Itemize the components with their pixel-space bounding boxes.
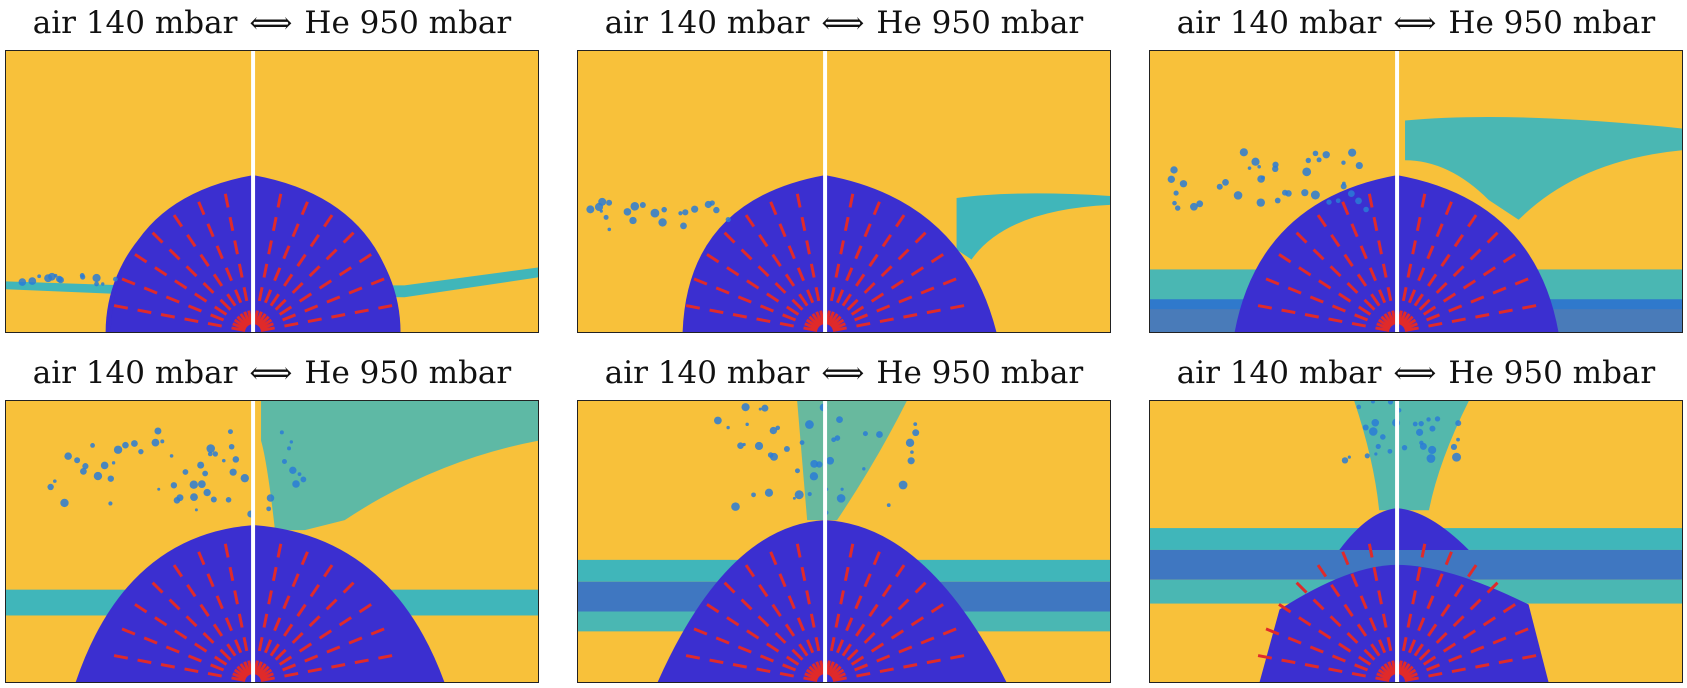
- drop-impact-image: [5, 50, 539, 333]
- double-arrow-icon: ⟺: [249, 356, 293, 391]
- left-gas-label: air 140 mbar: [32, 5, 238, 41]
- drop-impact-image: [1149, 50, 1683, 333]
- double-arrow-icon: ⟺: [249, 6, 293, 41]
- drop-impact-image: [577, 400, 1111, 683]
- right-gas-label: He 950 mbar: [1448, 355, 1656, 391]
- left-gas-label: air 140 mbar: [604, 355, 810, 391]
- drop-impact-image: [1149, 400, 1683, 683]
- left-gas-label: air 140 mbar: [32, 355, 238, 391]
- double-arrow-icon: ⟺: [821, 6, 865, 41]
- double-arrow-icon: ⟺: [821, 356, 865, 391]
- right-gas-label: He 950 mbar: [876, 5, 1084, 41]
- right-gas-label: He 950 mbar: [304, 355, 512, 391]
- drop-impact-image: [5, 400, 539, 683]
- right-gas-label: He 950 mbar: [304, 5, 512, 41]
- drop-impact-image: [577, 50, 1111, 333]
- panel-title: air 140 mbar ⟺ He 950 mbar: [1149, 350, 1683, 396]
- panel-title: air 140 mbar ⟺ He 950 mbar: [1149, 0, 1683, 46]
- panel-title: air 140 mbar ⟺ He 950 mbar: [577, 350, 1111, 396]
- left-gas-label: air 140 mbar: [1176, 355, 1382, 391]
- panel-title: air 140 mbar ⟺ He 950 mbar: [577, 0, 1111, 46]
- left-gas-label: air 140 mbar: [604, 5, 810, 41]
- right-gas-label: He 950 mbar: [1448, 5, 1656, 41]
- panel-title: air 140 mbar ⟺ He 950 mbar: [5, 0, 539, 46]
- panel-title: air 140 mbar ⟺ He 950 mbar: [5, 350, 539, 396]
- double-arrow-icon: ⟺: [1393, 6, 1437, 41]
- double-arrow-icon: ⟺: [1393, 356, 1437, 391]
- right-gas-label: He 950 mbar: [876, 355, 1084, 391]
- left-gas-label: air 140 mbar: [1176, 5, 1382, 41]
